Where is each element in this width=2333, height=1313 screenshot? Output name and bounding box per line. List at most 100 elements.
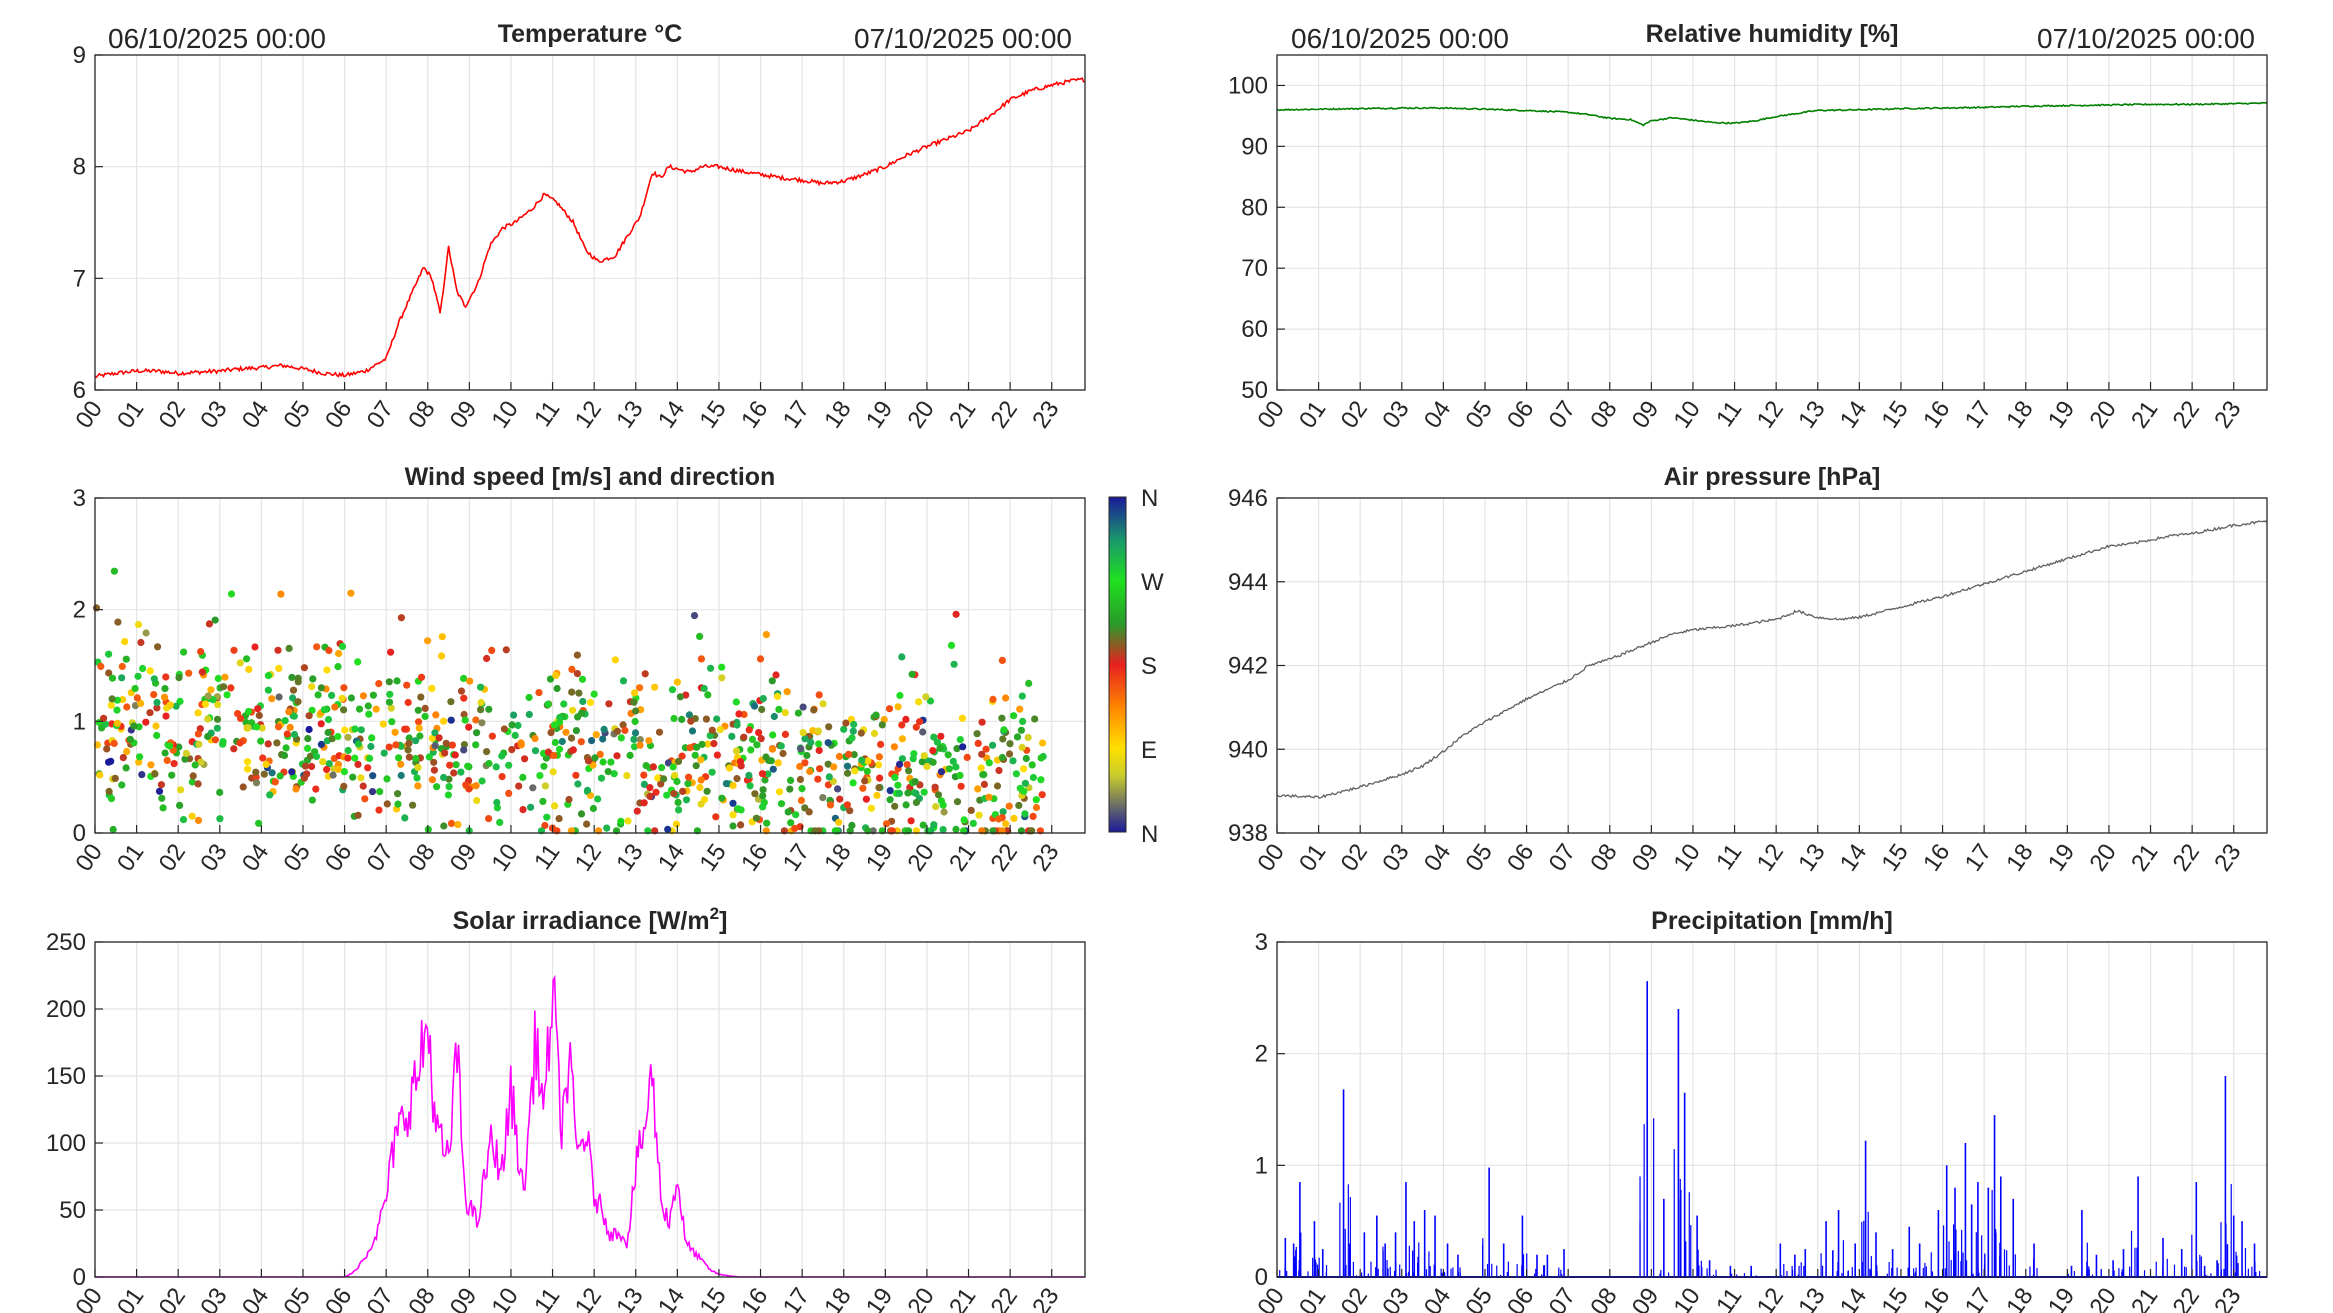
wind-point <box>815 746 823 755</box>
y-tick-label: 938 <box>1228 820 1268 847</box>
wind-point <box>674 757 683 766</box>
plot-area <box>95 55 1085 390</box>
wind-point <box>462 781 470 789</box>
wind-point <box>664 759 673 767</box>
wind-point <box>395 754 403 762</box>
wind-point <box>391 728 399 736</box>
wind-point <box>485 815 493 823</box>
wind-point <box>237 714 245 723</box>
wind-point <box>671 771 679 780</box>
wind-point <box>147 761 155 769</box>
wind-point <box>636 736 644 744</box>
wind-point <box>844 769 852 777</box>
precip-y-tick-labels: 0 1 2 3 <box>1255 929 1285 1291</box>
y-tick-label: 7 <box>73 265 86 292</box>
wind-point <box>274 723 283 731</box>
wind-point <box>519 806 527 814</box>
wind-point <box>904 789 912 797</box>
wind-point <box>673 777 681 786</box>
wind-point <box>211 616 219 624</box>
wind-point <box>324 715 333 724</box>
wind-point <box>1018 743 1026 752</box>
wind-point <box>204 732 212 741</box>
wind-point <box>794 709 803 717</box>
wind-point <box>835 818 843 826</box>
wind-point <box>825 773 833 781</box>
wind-point <box>599 758 607 766</box>
wind-point <box>878 721 886 729</box>
wind-point <box>797 745 805 753</box>
colorbar-label-north-top: N <box>1141 485 1158 512</box>
wind-point <box>460 694 468 702</box>
wind-point <box>840 725 848 733</box>
wind-point <box>428 734 436 742</box>
wind-point <box>861 777 869 785</box>
wind-point <box>898 653 906 661</box>
wind-point <box>809 727 817 735</box>
wind-point <box>764 770 772 778</box>
wind-point <box>759 695 767 703</box>
wind-point <box>588 737 596 745</box>
wind-point <box>995 815 1003 823</box>
wind-point <box>204 692 212 700</box>
wind-point <box>929 747 937 755</box>
x-tick-label: 19 <box>861 396 898 433</box>
wind-point <box>858 756 866 764</box>
wind-point <box>181 755 189 763</box>
x-tick-label: 08 <box>403 1283 440 1313</box>
x-tick-label: 01 <box>1294 839 1331 876</box>
wind-point <box>664 825 672 834</box>
wind-point <box>762 631 771 639</box>
wind-point <box>751 790 759 798</box>
wind-point <box>1013 733 1022 741</box>
wind-point <box>288 768 296 776</box>
x-tick-label: 19 <box>2043 396 2080 433</box>
wind-point <box>294 698 302 706</box>
wind-point <box>452 761 460 769</box>
x-tick-label: 02 <box>1336 839 1373 876</box>
x-tick-label: 13 <box>611 839 648 876</box>
wind-point <box>142 629 150 637</box>
wind-point <box>535 689 543 697</box>
wind-point <box>697 655 706 663</box>
wind-point <box>466 677 474 685</box>
wind-point <box>457 687 466 695</box>
title-suffix: ] <box>719 907 727 935</box>
wind-point <box>255 711 263 720</box>
wind-point <box>1020 787 1028 795</box>
wind-point <box>716 726 724 734</box>
wind-point <box>397 614 405 622</box>
wind-point <box>737 806 745 814</box>
x-tick-label: 10 <box>486 1283 523 1313</box>
wind-point <box>290 712 298 720</box>
wind-point <box>464 762 472 770</box>
wind-point <box>122 764 130 772</box>
wind-point <box>687 717 695 725</box>
wind-point <box>933 738 942 746</box>
x-tick-label: 01 <box>112 1283 149 1313</box>
colorbar-label-east: E <box>1141 737 1157 764</box>
wind-point <box>912 723 920 731</box>
wind-point <box>697 756 705 764</box>
wind-point <box>886 787 894 795</box>
wind-point <box>952 610 960 618</box>
y-tick-label: 100 <box>46 1130 86 1157</box>
wind-point <box>227 684 235 692</box>
wind-point <box>604 768 612 776</box>
axes-frame <box>1276 54 2268 391</box>
wind-point <box>1029 773 1037 782</box>
wind-point <box>1010 712 1018 720</box>
wind-point <box>216 815 224 823</box>
wind-point <box>354 760 362 769</box>
wind-point <box>194 780 202 788</box>
wind-point <box>227 590 236 598</box>
wind-point <box>555 745 564 753</box>
wind-point <box>324 728 332 737</box>
wind-point <box>105 669 113 677</box>
wind-point <box>341 726 349 734</box>
wind-point <box>441 749 449 757</box>
wind-point <box>770 712 778 721</box>
wind-point <box>558 737 566 746</box>
